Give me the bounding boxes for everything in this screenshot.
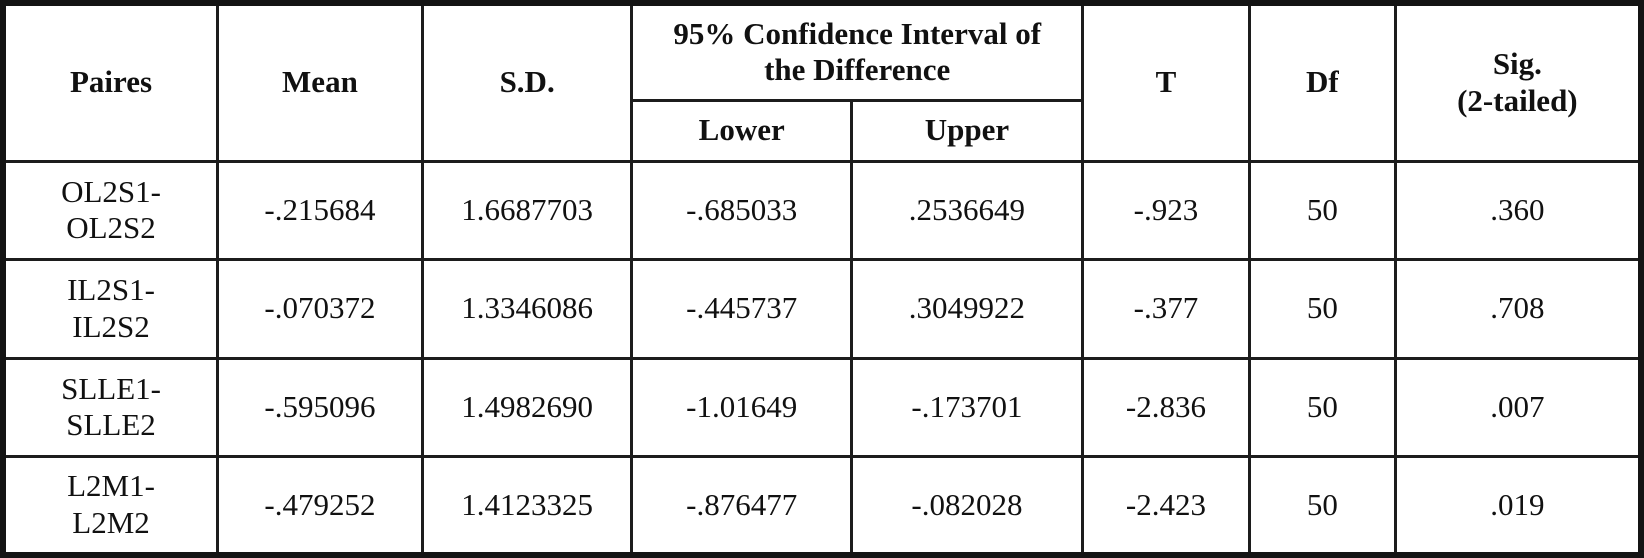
t-value: -2.423 — [1080, 455, 1251, 557]
df-value: 50 — [1247, 258, 1397, 360]
mean-value: -.595096 — [216, 356, 424, 458]
ci-upper-value: .2536649 — [849, 159, 1084, 261]
ci-lower-value: -.876477 — [630, 455, 853, 557]
ci-lower-value: -.445737 — [630, 258, 853, 360]
ci-upper-value: .3049922 — [849, 258, 1084, 360]
mean-value: -.479252 — [216, 455, 424, 557]
header-row-sub: Lower Upper — [3, 98, 1641, 163]
sig-value: .708 — [1393, 258, 1643, 360]
ci-upper-value: -.173701 — [849, 356, 1084, 458]
table-row-il2s1-il2s2: IL2S1- IL2S2 -.070372 1.3346086 -.445737… — [1, 258, 1643, 360]
ci-lower-value: -.685033 — [630, 159, 853, 261]
df-value: 50 — [1247, 159, 1397, 261]
pair-label: SLLE1- SLLE2 — [1, 356, 220, 458]
header-mean: Mean — [216, 1, 424, 163]
header-confidence-interval: 95% Confidence Interval of the Differenc… — [630, 1, 1084, 102]
pair-label: IL2S1- IL2S2 — [1, 258, 220, 360]
sig-value: .019 — [1393, 455, 1643, 557]
t-value: -2.836 — [1080, 356, 1251, 458]
mean-value: -.215684 — [216, 159, 424, 261]
t-value: -.923 — [1080, 159, 1251, 261]
df-value: 50 — [1247, 455, 1397, 557]
df-value: 50 — [1247, 356, 1397, 458]
mean-value: -.070372 — [216, 258, 424, 360]
header-lower: Lower — [630, 98, 853, 163]
table-row-l2m1-l2m2: L2M1- L2M2 -.479252 1.4123325 -.876477 -… — [1, 455, 1643, 557]
header-t: T — [1080, 1, 1251, 163]
sig-value: .360 — [1393, 159, 1643, 261]
pair-label: OL2S1- OL2S2 — [1, 159, 220, 261]
sd-value: 1.6687703 — [420, 159, 634, 261]
header-df: Df — [1247, 1, 1397, 163]
sd-value: 1.4123325 — [420, 455, 634, 557]
header-row-top: Paires Mean S.D. 95% Confidence Interval… — [1, 1, 1643, 163]
sd-value: 1.3346086 — [420, 258, 634, 360]
t-value: -.377 — [1080, 258, 1251, 360]
ci-upper-value: -.082028 — [849, 455, 1084, 557]
pair-label: L2M1- L2M2 — [1, 455, 220, 557]
header-paires: Paires — [1, 1, 220, 163]
table-row-slle1-slle2: SLLE1- SLLE2 -.595096 1.4982690 -1.01649… — [1, 356, 1643, 458]
header-upper: Upper — [849, 98, 1084, 163]
header-sig: Sig. (2-tailed) — [1393, 1, 1643, 163]
sig-value: .007 — [1393, 356, 1643, 458]
header-sd: S.D. — [420, 1, 634, 163]
table-row-ol2s1-ol2s2: OL2S1- OL2S2 -.215684 1.6687703 -.685033… — [1, 159, 1643, 261]
ci-lower-value: -1.01649 — [630, 356, 853, 458]
sd-value: 1.4982690 — [420, 356, 634, 458]
